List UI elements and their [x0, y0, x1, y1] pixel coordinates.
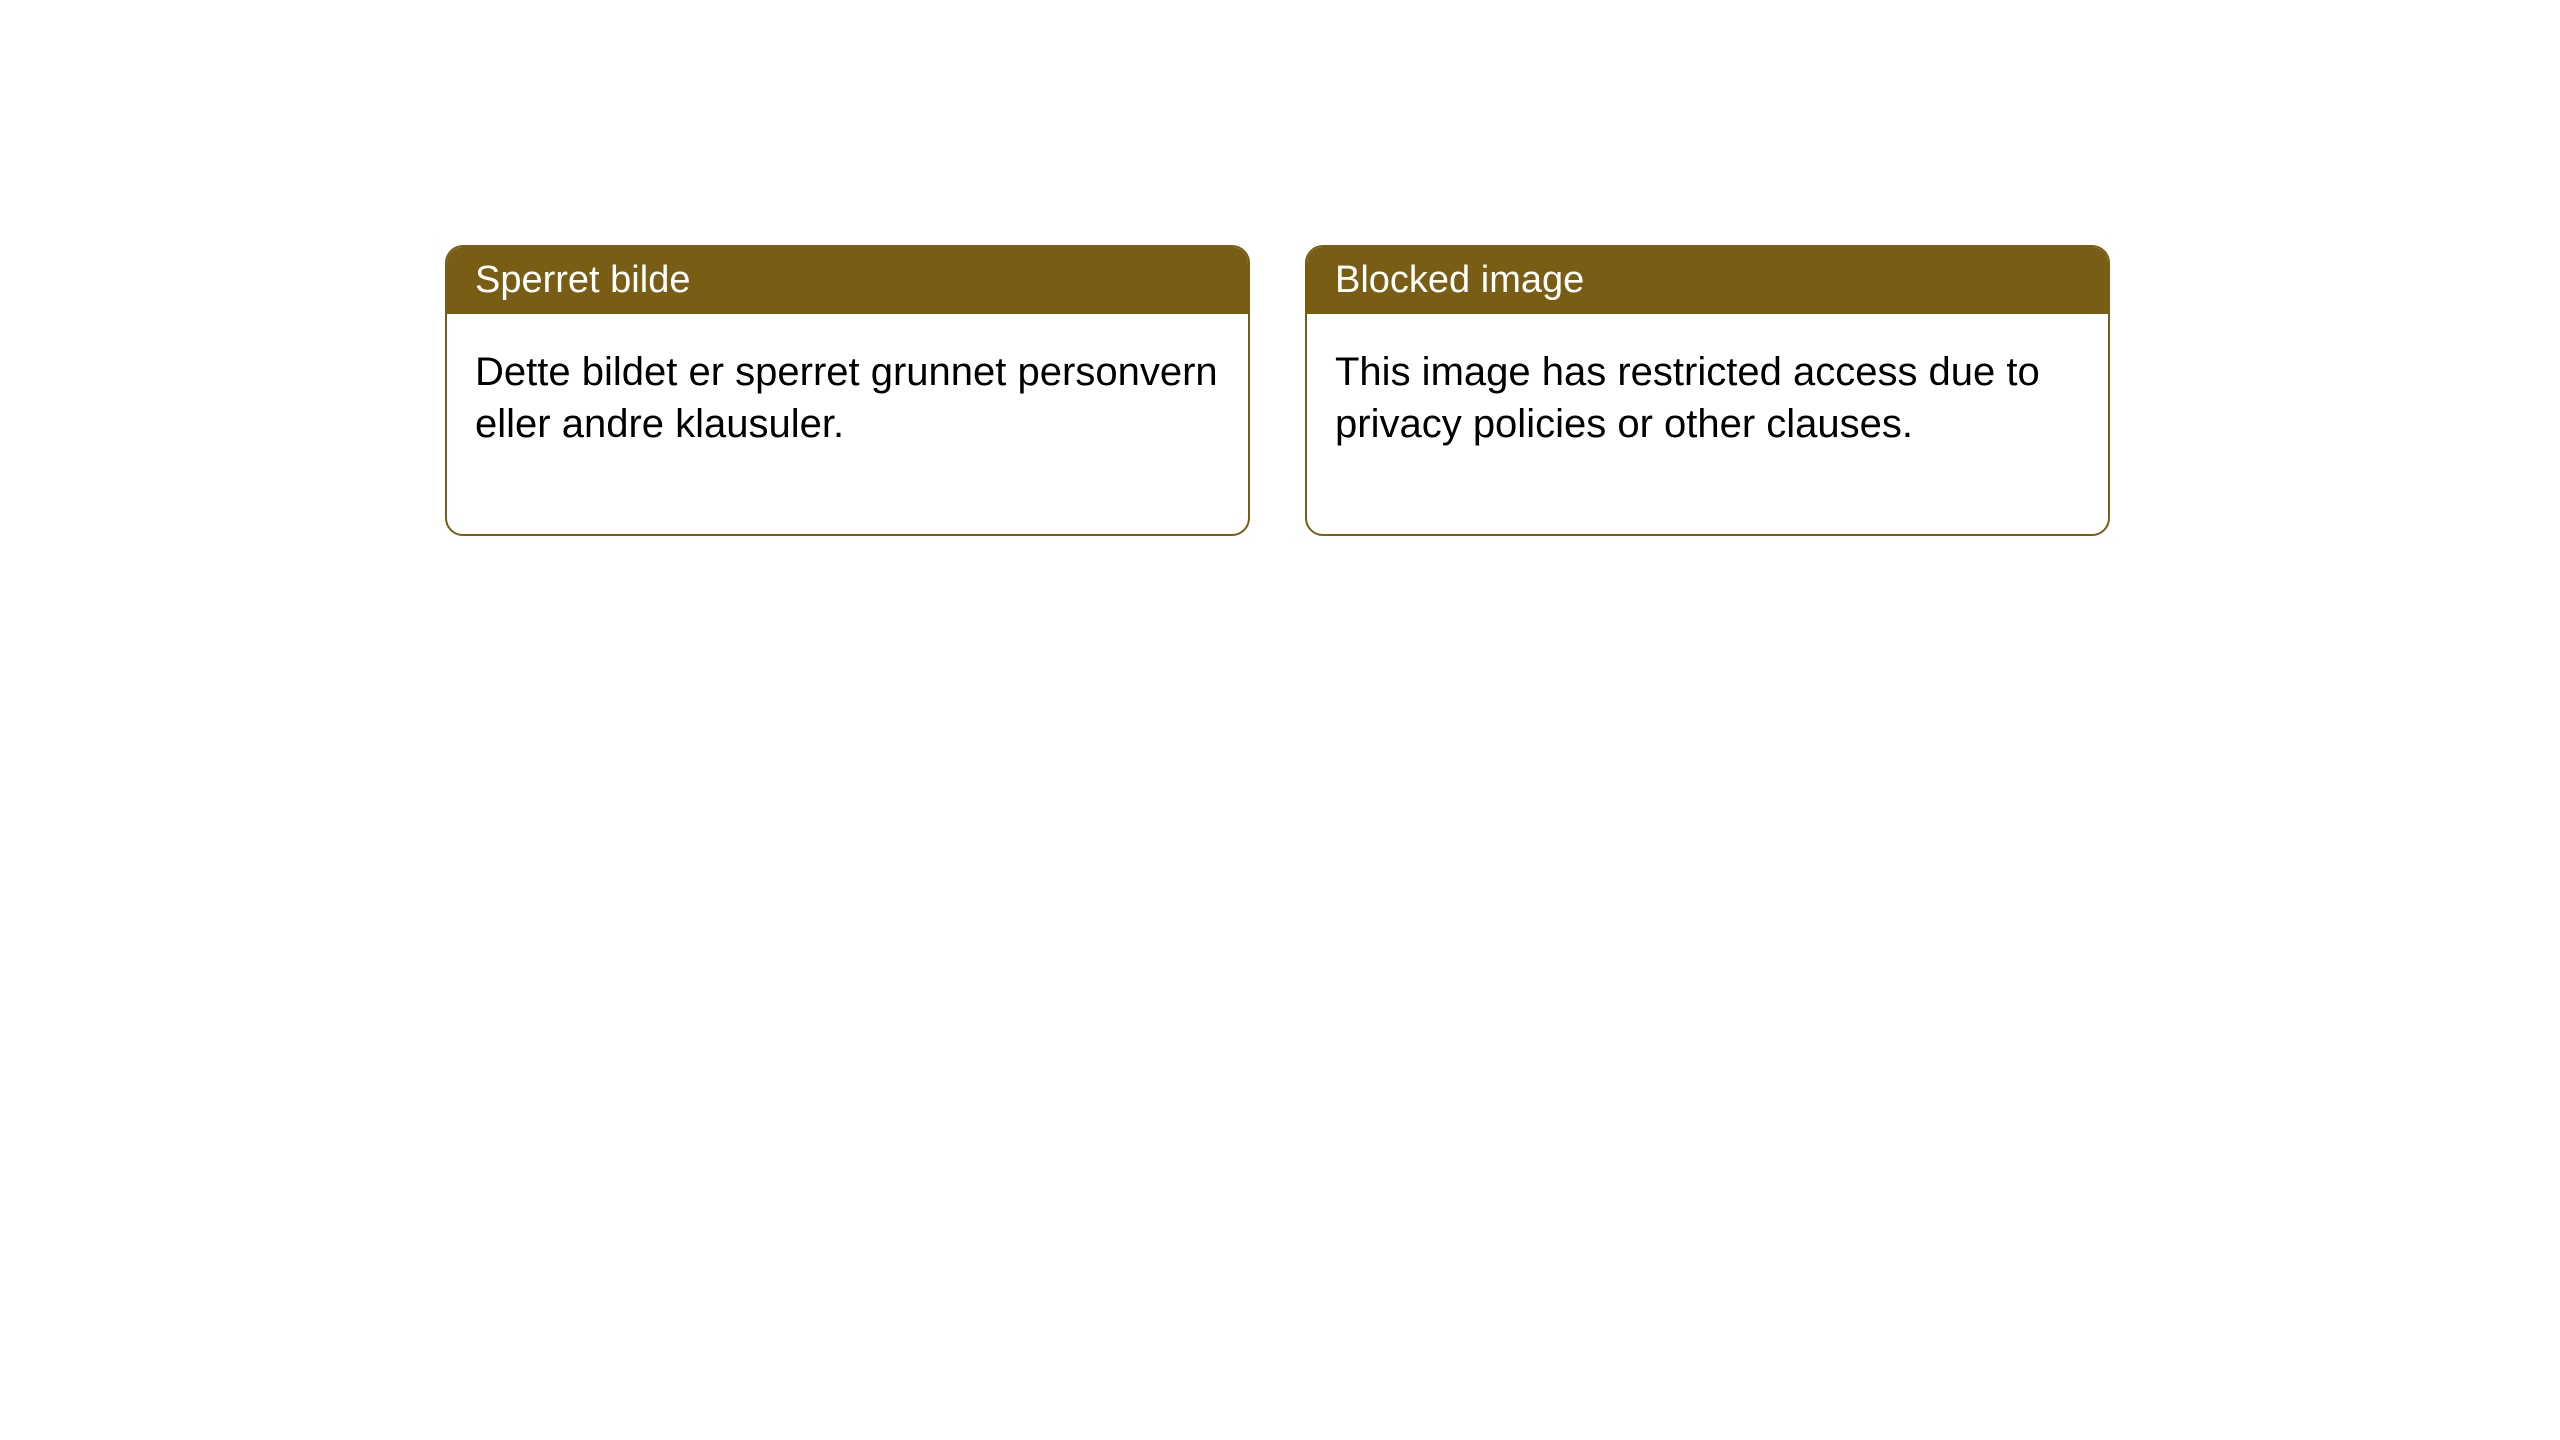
notice-container: Sperret bilde Dette bildet er sperret gr…	[445, 245, 2110, 536]
card-body-english: This image has restricted access due to …	[1307, 314, 2108, 534]
notice-card-norwegian: Sperret bilde Dette bildet er sperret gr…	[445, 245, 1250, 536]
card-header-english: Blocked image	[1307, 247, 2108, 314]
card-title-english: Blocked image	[1335, 259, 1584, 301]
card-header-norwegian: Sperret bilde	[447, 247, 1248, 314]
card-text-english: This image has restricted access due to …	[1335, 350, 2040, 446]
card-body-norwegian: Dette bildet er sperret grunnet personve…	[447, 314, 1248, 534]
card-title-norwegian: Sperret bilde	[475, 259, 690, 301]
notice-card-english: Blocked image This image has restricted …	[1305, 245, 2110, 536]
card-text-norwegian: Dette bildet er sperret grunnet personve…	[475, 350, 1218, 446]
